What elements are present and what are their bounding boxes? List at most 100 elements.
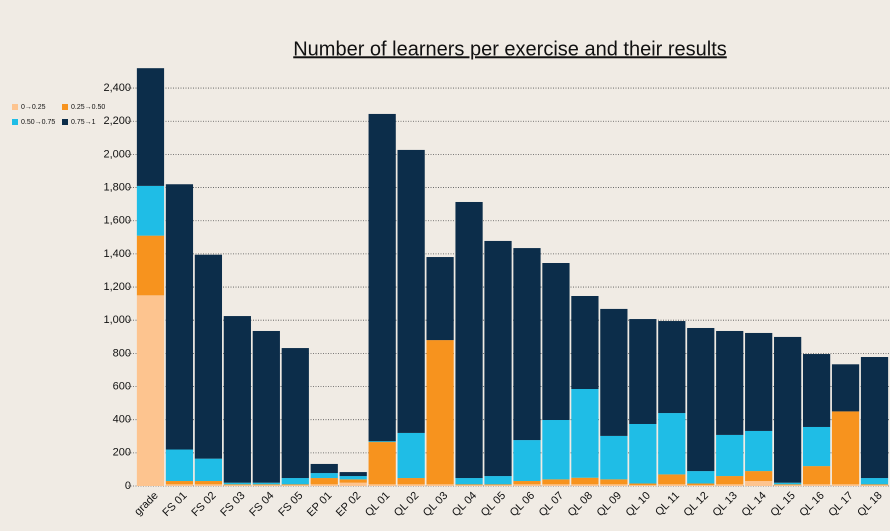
bar-segment [542,262,570,421]
bar-segment [397,149,425,433]
y-tick-label: 2,200 [103,115,131,127]
y-tick-label: 200 [113,447,131,459]
bar-segment [600,479,628,485]
legend-label: 0→0.25 [21,104,46,111]
bar-segment [281,484,309,486]
bar-segment [745,332,773,431]
bar-segment [716,484,744,486]
bar-segment [802,466,831,485]
bar-segment [687,327,715,472]
bar-segment [368,113,396,442]
bar-segment [252,484,280,486]
bar-segment [774,482,802,485]
bar-segment [455,484,483,486]
y-tick-label: 1,400 [103,248,131,260]
bar-segment [339,482,367,486]
bar-segment [774,336,802,483]
legend-label: 0.50→0.75 [21,119,55,126]
bar-segment [310,463,338,474]
bar-segment [716,476,744,485]
y-tick-label: 800 [113,347,131,359]
bar-segment [455,478,483,485]
bar-segment [281,478,309,485]
bar-segment [774,485,802,486]
y-tick-label: 1,800 [103,181,131,193]
bar-segment [426,257,454,341]
bar-segment [426,340,454,485]
bar-segment [802,426,831,467]
bar-segment [136,68,165,186]
bar-segment [339,479,367,483]
bar-segment [716,434,744,477]
bar-segment [484,484,512,486]
y-tick-label: 1,600 [103,215,131,227]
bar-segment [165,484,194,486]
bar-segment [223,485,251,486]
bar-segment [860,484,889,486]
bar-segment [745,430,773,472]
bar-segment [281,348,309,479]
bar-segment [165,184,194,450]
bar-segment [860,478,889,485]
y-tick-label: 1,000 [103,314,131,326]
bar-segment [513,248,541,441]
bar-segment [542,479,570,485]
bar-segment [629,423,657,484]
bar-segment [194,481,223,485]
bar-segment [252,330,280,483]
bar-segment [339,476,367,480]
bar-segment [802,484,831,486]
bar-segment [397,478,425,485]
bar-segment [571,295,599,390]
bar-segment [600,435,628,480]
bar-segment [368,442,396,485]
bar-segment [194,484,223,486]
legend-label: 0.25→0.50 [71,104,105,111]
chart-title: Number of learners per exercise and thei… [293,38,727,60]
bar-segment [542,420,570,480]
bar-segment [658,484,686,486]
bar-segment [310,484,338,486]
bar-segment [571,477,599,485]
bar-segment [658,474,686,485]
bar-segment [455,485,483,486]
y-tick-label: 0 [125,480,131,492]
bar-segment [455,201,483,479]
bar-segment [745,481,773,486]
bar-segment [513,440,541,482]
legend-swatch [12,119,18,125]
bar-segment [802,354,831,427]
bar-segment [223,482,251,485]
legend-swatch [12,104,18,110]
bar-segment [860,357,889,479]
y-tick-label: 1,200 [103,281,131,293]
bar-segment [194,458,223,482]
bar-segment [310,478,338,485]
legend-label: 0.75→1 [71,119,96,126]
bar-segment [165,481,194,485]
y-tick-label: 2,400 [103,82,131,94]
bar-segment [484,485,512,486]
bar-segment [831,364,860,412]
bar-segment [484,476,512,485]
bar-segment [831,411,860,485]
bar-segment [658,413,686,475]
bar-segment [629,483,657,486]
bar-segment [281,485,309,486]
bar-segment [629,485,657,486]
bar-segment [339,472,367,477]
bar-segment [368,441,396,443]
bar-segment [831,484,860,486]
bar-segment [165,449,194,482]
bar-segment [542,484,570,486]
bar-segment [687,471,715,484]
bar-segment [252,482,280,485]
bar-segment [397,484,425,486]
bar-segment [484,240,512,477]
y-tick-label: 2,000 [103,148,131,160]
bar-segment [136,295,165,486]
y-tick-label: 600 [113,380,131,392]
bar-segment [513,484,541,486]
bar-segment [600,484,628,486]
